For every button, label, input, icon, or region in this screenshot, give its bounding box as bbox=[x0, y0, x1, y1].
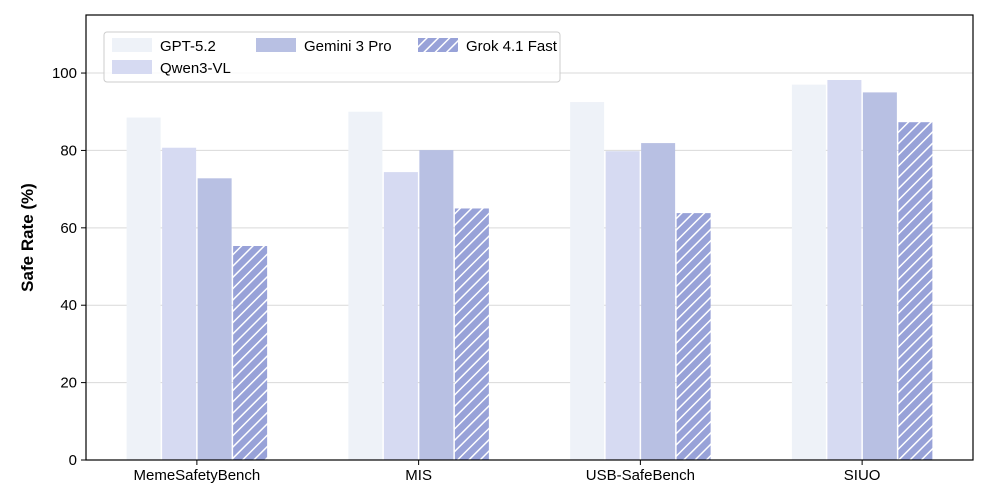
y-tick-label: 100 bbox=[52, 65, 77, 82]
bar-qwen3-vl-usb-safebench bbox=[605, 151, 640, 460]
bar-grok-4-1-fast-siuo bbox=[898, 122, 933, 460]
legend-swatch-grok-4-1-fast bbox=[418, 38, 458, 52]
legend-swatch-gpt-5-2 bbox=[112, 38, 152, 52]
bar-qwen3-vl-mis bbox=[383, 172, 418, 460]
bar-qwen3-vl-siuo bbox=[827, 80, 862, 460]
x-tick-label: USB-SafeBench bbox=[586, 467, 695, 484]
bar-gpt-5-2-usb-safebench bbox=[570, 102, 605, 460]
axes-layer: 0 20 40 60 80 100 MemeSafetyBench MIS USB-SafeBe… bbox=[18, 14, 974, 484]
bar-gemini-3-pro-siuo bbox=[862, 92, 897, 460]
y-tick-label: 40 bbox=[60, 297, 77, 314]
legend-swatch-gemini-3-pro bbox=[256, 38, 296, 52]
bar-grok-4-1-fast-mis bbox=[454, 208, 489, 460]
bar-grok-4-1-fast-memesafetybench bbox=[233, 246, 268, 460]
bar-gpt-5-2-siuo bbox=[791, 84, 826, 461]
bar-grok-4-1-fast-usb-safebench bbox=[676, 213, 711, 460]
x-tick-label: SIUO bbox=[844, 467, 881, 484]
legend-swatch-qwen3-vl bbox=[112, 60, 152, 74]
legend-label-gpt-5-2: GPT-5.2 bbox=[160, 38, 216, 55]
y-tick-label: 60 bbox=[60, 220, 77, 237]
legend: GPT-5.2 Qwen3-VL Gemini 3 Pro Grok 4.1 Fast bbox=[103, 31, 561, 83]
y-axis-title: Safe Rate (%) bbox=[18, 183, 37, 292]
legend-label-qwen3-vl: Qwen3-VL bbox=[160, 60, 231, 77]
plot-frame bbox=[85, 14, 974, 461]
y-tick-label: 0 bbox=[69, 452, 77, 469]
bars-layer bbox=[126, 80, 933, 461]
x-tick-label: MIS bbox=[405, 467, 432, 484]
bar-gemini-3-pro-mis bbox=[419, 150, 454, 461]
y-tick-label: 80 bbox=[60, 142, 77, 159]
legend-label-grok-4-1-fast: Grok 4.1 Fast bbox=[466, 38, 558, 55]
legend-label-gemini-3-pro: Gemini 3 Pro bbox=[304, 38, 392, 55]
bar-gpt-5-2-mis bbox=[348, 111, 383, 461]
x-tick-label: MemeSafetyBench bbox=[134, 467, 261, 484]
bar-qwen3-vl-memesafetybench bbox=[162, 147, 197, 461]
y-tick-label: 20 bbox=[60, 375, 77, 392]
bar-gemini-3-pro-usb-safebench bbox=[641, 143, 676, 460]
bar-gpt-5-2-memesafetybench bbox=[126, 117, 161, 460]
bar-gemini-3-pro-memesafetybench bbox=[197, 178, 232, 461]
